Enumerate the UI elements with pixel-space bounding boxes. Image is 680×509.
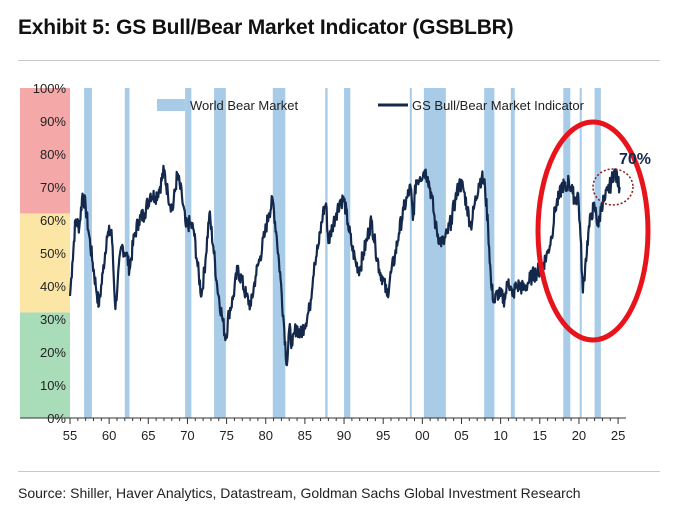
x-tick-label: 10	[493, 428, 507, 443]
bear-market-bar	[272, 88, 286, 418]
series-line	[68, 164, 621, 367]
chart-title: Exhibit 5: GS Bull/Bear Market Indicator…	[18, 16, 514, 39]
y-tick-label: 30%	[40, 312, 66, 327]
y-tick-labels: 0%10%20%30%40%50%60%70%80%90%100%	[33, 81, 67, 426]
bear-market-bar	[185, 88, 192, 418]
bear-market-bar	[423, 88, 446, 418]
x-tick-label: 80	[259, 428, 273, 443]
bear-market-bar	[594, 88, 601, 418]
zone-band-neutral-zone	[20, 213, 70, 313]
bear-market-bar	[563, 88, 571, 418]
legend-bear-label: World Bear Market	[190, 98, 299, 113]
title-divider	[18, 60, 660, 61]
bear-market-bar	[325, 88, 328, 418]
y-tick-label: 70%	[40, 180, 66, 195]
y-tick-label: 10%	[40, 378, 66, 393]
bear-market-bar	[510, 88, 515, 418]
x-tick-labels: 55 60 65 70 75 80 85 90 95 00 05 10 15 20 25	[63, 428, 626, 443]
zone-band-bull-zone	[20, 88, 70, 214]
y-tick-label: 20%	[40, 345, 66, 360]
zone-band-bear-zone	[20, 312, 70, 418]
y-tick-label: 100%	[33, 81, 67, 96]
source-note: Source: Shiller, Haver Analytics, Datast…	[18, 485, 581, 501]
bear-market-bar	[409, 88, 412, 418]
y-tick-label: 80%	[40, 147, 66, 162]
zone-bands	[20, 88, 70, 418]
x-tick-label: 70	[180, 428, 194, 443]
current-value-marker	[592, 168, 634, 206]
bear-market-bars	[84, 88, 601, 418]
bear-market-bar	[84, 88, 92, 418]
x-tick-label: 05	[454, 428, 468, 443]
highlight-ellipse	[535, 119, 651, 343]
y-tick-label: 50%	[40, 246, 66, 261]
legend: World Bear Market GS Bull/Bear Market In…	[157, 98, 585, 113]
x-tick-label: 65	[141, 428, 155, 443]
x-tick-label: 15	[533, 428, 547, 443]
x-tick-label: 00	[415, 428, 429, 443]
x-tick-label: 60	[102, 428, 116, 443]
x-tick-label: 55	[63, 428, 77, 443]
x-tick-label: 75	[219, 428, 233, 443]
bear-market-bar	[214, 88, 226, 418]
y-tick-label: 90%	[40, 114, 66, 129]
x-tick-label: 20	[572, 428, 586, 443]
bear-market-bar	[344, 88, 351, 418]
x-tick-label: 95	[376, 428, 390, 443]
x-tick-label: 85	[298, 428, 312, 443]
x-tick-label: 90	[337, 428, 351, 443]
y-tick-label: 40%	[40, 279, 66, 294]
legend-bear-swatch	[157, 99, 185, 111]
legend-line-label: GS Bull/Bear Market Indicator	[412, 98, 585, 113]
y-tick-label: 60%	[40, 213, 66, 228]
x-tick-marks	[69, 418, 619, 424]
footer-divider	[18, 471, 660, 472]
annotation-label: 70%	[619, 151, 651, 168]
x-tick-label: 25	[611, 428, 625, 443]
